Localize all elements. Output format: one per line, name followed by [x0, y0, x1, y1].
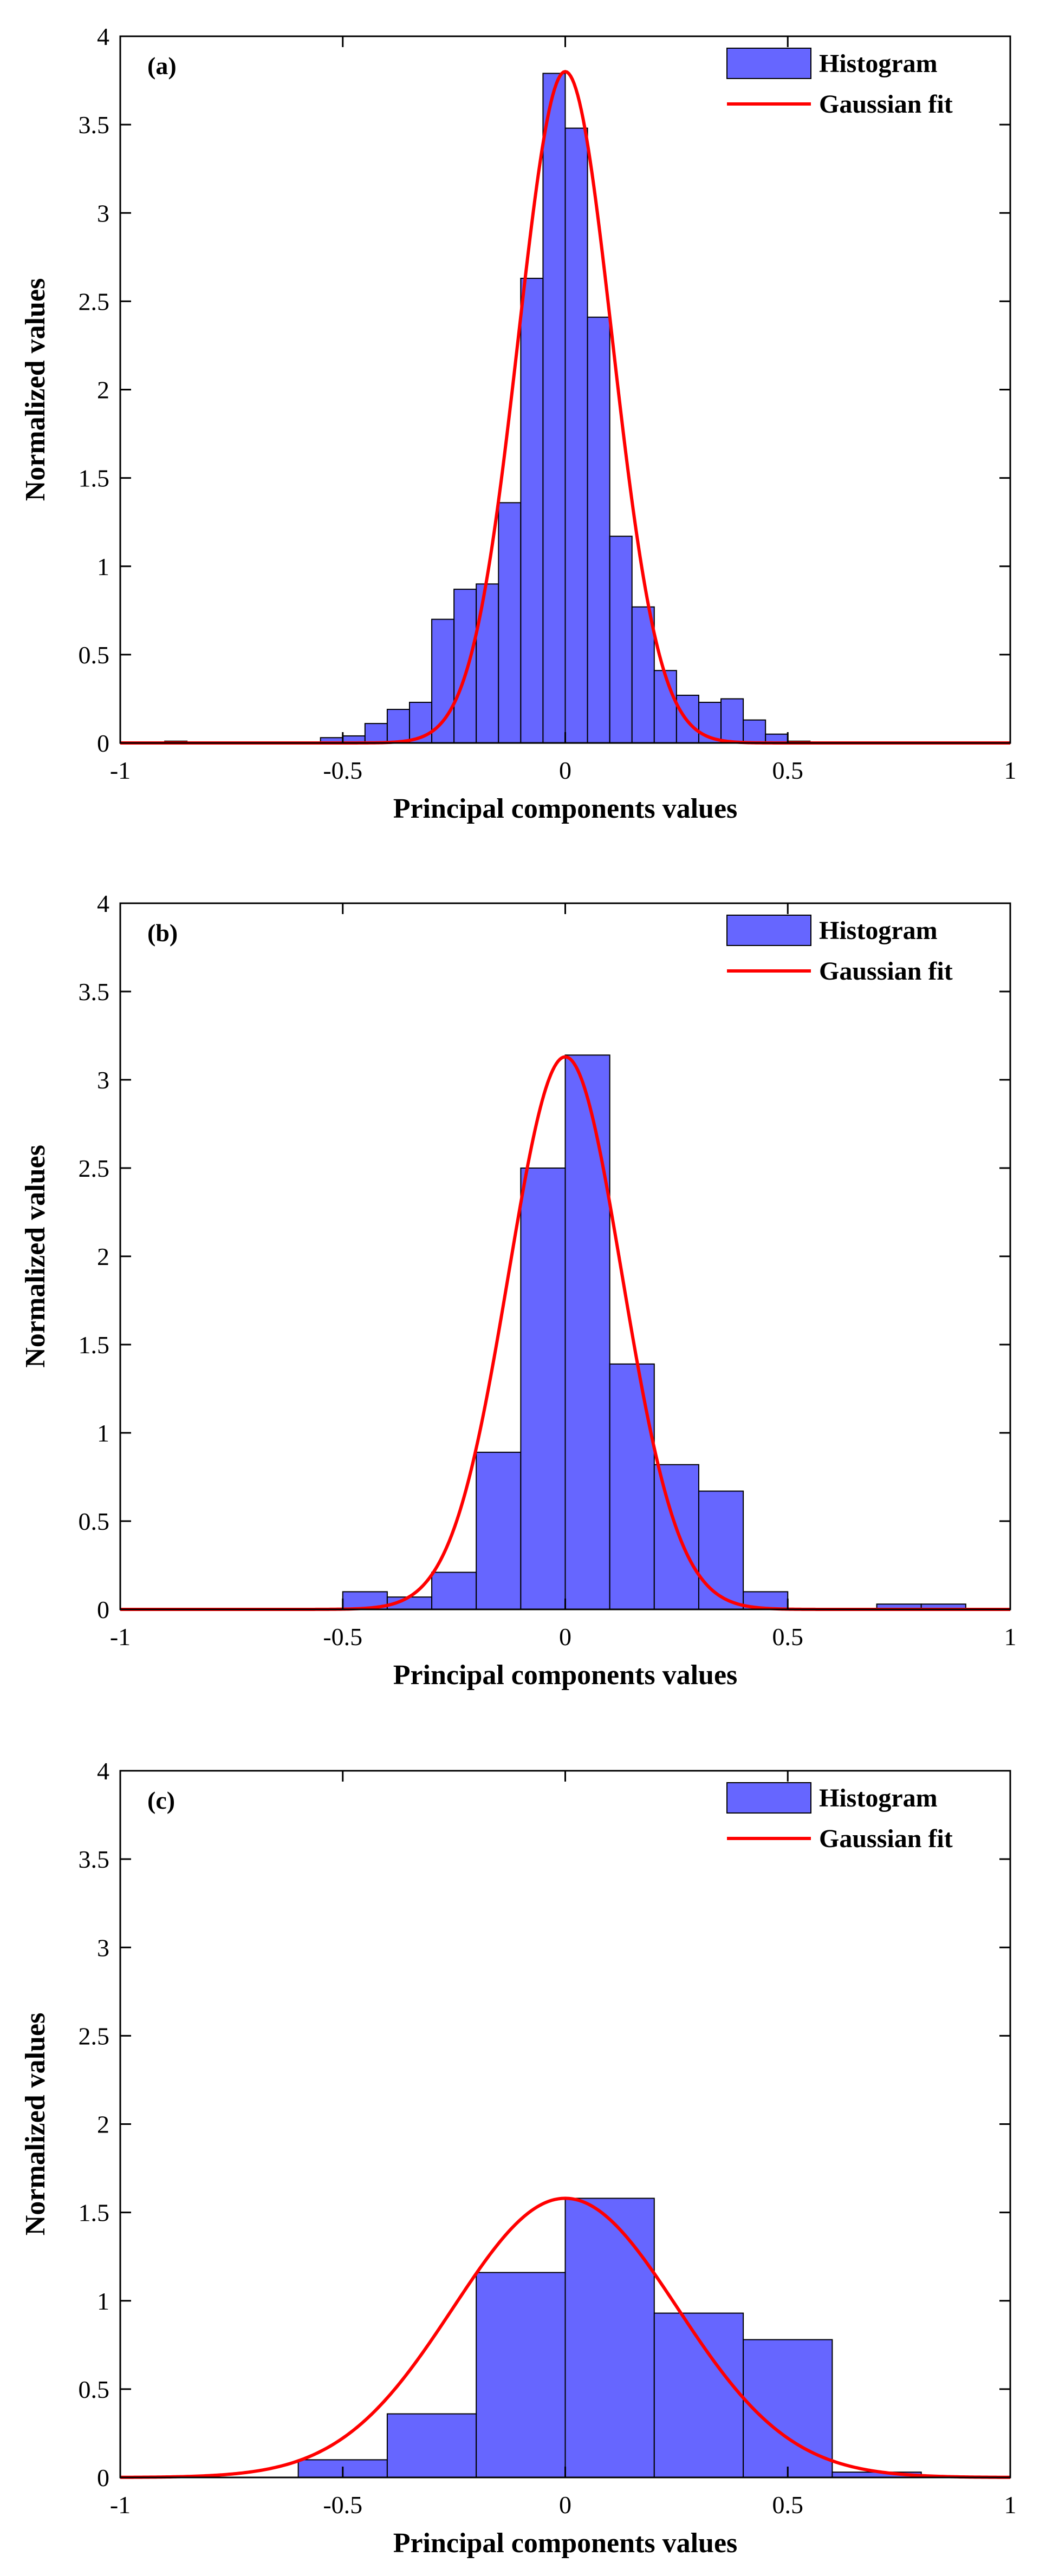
- y-tick-label: 3: [97, 1934, 109, 1961]
- histogram-bar: [564, 1054, 610, 1610]
- histogram-bar: [431, 1571, 477, 1610]
- gaussian-fit-line: [120, 2196, 1011, 2479]
- histogram-bar: [520, 1168, 566, 1610]
- legend-fit-label: Gaussian fit: [819, 1824, 953, 1853]
- x-tick-label: -0.5: [323, 1623, 362, 1651]
- histogram-bar: [609, 1363, 655, 1610]
- chart-panel-2: 0 0.5 1 1.5 2 2.5 3 3.5 4 -1 -0.5 0 0.5 1 Principal co…: [20, 890, 1017, 1691]
- histogram-bar: [631, 606, 655, 744]
- histogram-bar: [564, 2197, 655, 2478]
- panel-label: (b): [147, 919, 178, 947]
- x-axis-label: Principal components values: [393, 2528, 738, 2559]
- y-tick-label: 0: [97, 729, 109, 757]
- y-axis-label: Normalized values: [20, 2013, 51, 2236]
- x-tick-label: 1: [1004, 2491, 1017, 2519]
- histogram-bar: [498, 502, 522, 744]
- y-tick-label: 1.5: [79, 2199, 110, 2227]
- histogram-bar: [386, 709, 410, 744]
- x-tick-label: 0.5: [772, 1623, 804, 1651]
- y-tick-label: 2: [97, 1243, 109, 1270]
- histogram-bar: [476, 583, 499, 744]
- legend-histogram-swatch: [726, 48, 811, 79]
- x-tick-label: 0.5: [772, 2491, 804, 2519]
- y-tick-label: 1: [97, 2287, 109, 2315]
- histogram-bar: [386, 2413, 477, 2478]
- legend-fit-label: Gaussian fit: [819, 90, 953, 119]
- legend-fit-label: Gaussian fit: [819, 957, 953, 986]
- y-tick-label: 1: [97, 553, 109, 581]
- histogram-bar: [364, 723, 388, 744]
- y-tick-label: 3: [97, 199, 109, 227]
- y-tick-label: 4: [97, 1757, 109, 1785]
- histogram-bar: [453, 589, 477, 744]
- legend-histogram-label: Histogram: [819, 916, 938, 945]
- y-tick-label: 3.5: [79, 1845, 110, 1873]
- histogram-bar: [564, 127, 588, 744]
- x-tick-label: -1: [110, 1623, 131, 1651]
- x-axis-label: Principal components values: [393, 793, 738, 824]
- histogram-bar: [476, 1451, 522, 1610]
- histogram-bar: [476, 2272, 566, 2478]
- y-tick-label: 3.5: [79, 978, 110, 1006]
- y-tick-label: 0.5: [79, 1508, 110, 1535]
- x-tick-label: 0: [559, 757, 571, 784]
- histogram-bar: [542, 73, 566, 744]
- y-tick-label: 2.5: [79, 2022, 110, 2050]
- x-tick-label: -0.5: [323, 757, 362, 784]
- histogram-bar: [520, 277, 544, 744]
- x-tick-label: -1: [110, 2491, 131, 2519]
- y-axis-label: Normalized values: [20, 278, 51, 501]
- x-tick-label: -1: [110, 757, 131, 784]
- y-tick-label: 0: [97, 1596, 109, 1623]
- x-tick-label: 0.5: [772, 757, 804, 784]
- histogram-bar: [653, 670, 677, 744]
- y-tick-label: 3: [97, 1066, 109, 1094]
- histogram-bar: [743, 1591, 789, 1610]
- histogram-bar: [720, 698, 744, 744]
- y-axis-label: Normalized values: [20, 1145, 51, 1368]
- histogram-bar: [609, 536, 633, 744]
- y-tick-label: 4: [97, 23, 109, 50]
- panel-label: (a): [147, 52, 177, 80]
- x-tick-label: -0.5: [323, 2491, 362, 2519]
- y-tick-label: 2: [97, 2111, 109, 2138]
- y-tick-label: 1.5: [79, 1331, 110, 1359]
- y-tick-label: 0.5: [79, 641, 110, 669]
- y-tick-label: 3.5: [79, 111, 110, 139]
- y-tick-label: 1.5: [79, 465, 110, 492]
- x-tick-label: 1: [1004, 757, 1017, 784]
- legend-histogram-swatch: [726, 1782, 811, 1814]
- x-tick-label: 1: [1004, 1623, 1017, 1651]
- legend-histogram-swatch: [726, 915, 811, 946]
- chart-panel-1: 0 0.5 1 1.5 2 2.5 3 3.5 4 -1 -0.5 0 0.5 1 Principal co…: [20, 23, 1017, 824]
- chart-panel-3: 0 0.5 1 1.5 2 2.5 3 3.5 4 -1 -0.5 0 0.5 1 Principal co…: [20, 1757, 1017, 2559]
- x-tick-label: 0: [559, 1623, 571, 1651]
- x-axis-label: Principal components values: [393, 1660, 738, 1691]
- y-tick-label: 0.5: [79, 2376, 110, 2403]
- y-tick-label: 4: [97, 890, 109, 917]
- legend-histogram-label: Histogram: [819, 49, 938, 78]
- panel-label: (c): [147, 1786, 175, 1814]
- y-tick-label: 2.5: [79, 1155, 110, 1182]
- x-tick-label: 0: [559, 2491, 571, 2519]
- histogram-bar: [698, 1490, 744, 1610]
- y-tick-label: 1: [97, 1419, 109, 1447]
- histogram-bar: [587, 316, 610, 744]
- histogram-bar: [743, 719, 766, 744]
- histogram-bar: [431, 618, 455, 744]
- y-tick-label: 0: [97, 2464, 109, 2492]
- histogram-bar: [653, 1464, 699, 1610]
- y-tick-label: 2.5: [79, 288, 110, 315]
- y-tick-label: 2: [97, 376, 109, 404]
- legend-histogram-label: Histogram: [819, 1784, 938, 1812]
